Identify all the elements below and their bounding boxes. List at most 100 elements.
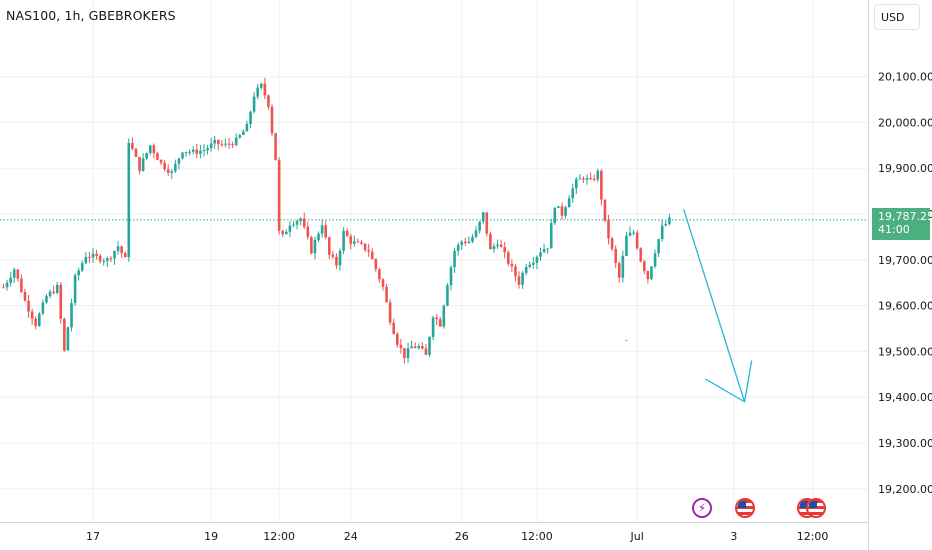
candle-body	[84, 256, 88, 264]
candle-body	[170, 171, 174, 173]
candle-body	[621, 255, 625, 278]
x-tick-label: 3	[730, 530, 737, 543]
candle-body	[345, 230, 349, 237]
candle-body	[610, 238, 614, 249]
y-tick-label: 20,000.00	[878, 116, 932, 129]
candle-body	[664, 223, 668, 226]
candle-body	[249, 111, 252, 125]
candle-body	[557, 206, 560, 208]
candle-body	[492, 246, 496, 250]
candle-body	[431, 317, 435, 338]
candle-body	[600, 170, 603, 200]
candle-body	[363, 243, 367, 250]
candle-body	[156, 153, 159, 160]
candle-body	[449, 267, 453, 286]
us-flag-icon[interactable]	[735, 498, 755, 518]
candle-body	[617, 263, 621, 278]
candle-body	[34, 318, 38, 326]
candle-body	[456, 244, 460, 251]
candle-body	[256, 87, 259, 97]
candle-body	[496, 244, 499, 247]
candle-body	[589, 177, 592, 179]
y-tick-label: 19,900.00	[878, 162, 932, 175]
candle-body	[277, 160, 281, 231]
candle-body	[141, 158, 145, 171]
candle-body	[639, 248, 643, 262]
candle-body	[424, 348, 428, 355]
candle-body	[413, 346, 417, 349]
candle-body	[163, 162, 166, 170]
candle-body	[5, 282, 9, 288]
candle-body	[242, 131, 245, 136]
candle-body	[195, 149, 199, 154]
candle-body	[45, 296, 48, 303]
candle-body	[306, 226, 310, 238]
candle-body	[517, 276, 521, 285]
symbol-title: NAS100, 1h, GBEBROKERS	[6, 8, 176, 23]
x-tick-label: 17	[86, 530, 100, 543]
candle-body	[199, 150, 202, 154]
candle-body	[102, 260, 106, 262]
candle-body	[98, 255, 102, 262]
candle-body	[342, 230, 345, 251]
candle-body	[123, 253, 127, 258]
x-tick-label: 24	[344, 530, 358, 543]
candle-body	[453, 250, 456, 268]
candle-body	[66, 327, 70, 351]
projection-arrowhead	[704, 360, 753, 403]
candle-body	[657, 239, 660, 254]
candle-body	[650, 266, 653, 280]
candle-body	[338, 250, 342, 266]
candle-body	[396, 333, 399, 345]
candle-body	[489, 233, 492, 250]
candle-body	[320, 225, 324, 234]
candle-body	[635, 232, 639, 249]
candle-body	[134, 148, 138, 157]
candle-body	[514, 266, 517, 277]
candle-body	[267, 95, 270, 107]
drawing-dot	[625, 339, 628, 342]
candle-body	[503, 247, 506, 253]
x-tick-label: Jul	[630, 530, 644, 543]
candle-body	[59, 284, 63, 319]
candle-body	[442, 305, 446, 327]
current-price-badge: 19,787.25 41:00	[872, 208, 932, 240]
candle-body	[628, 232, 632, 236]
candle-body	[481, 212, 485, 222]
candle-body	[317, 233, 320, 241]
candle-body	[506, 252, 510, 264]
candles-group	[2, 77, 671, 364]
candle-body	[285, 231, 288, 235]
candle-body	[252, 96, 256, 112]
candle-body	[9, 277, 12, 283]
candle-body	[539, 252, 542, 257]
x-tick-label: 12:00	[521, 530, 553, 543]
candle-body	[263, 83, 267, 96]
candle-body	[91, 253, 95, 258]
candle-body	[349, 236, 353, 244]
candle-body	[510, 263, 514, 267]
candle-body	[191, 149, 195, 152]
candle-body	[274, 133, 277, 161]
candle-body	[177, 158, 181, 164]
candle-body	[585, 177, 589, 180]
x-tick-label: 26	[455, 530, 469, 543]
candle-body	[288, 225, 292, 232]
candle-body	[88, 256, 91, 258]
lightning-icon[interactable]: ⚡	[692, 498, 712, 518]
candle-body	[410, 346, 413, 349]
currency-button[interactable]: USD	[874, 4, 920, 30]
candle-body	[471, 236, 474, 242]
candle-body	[120, 246, 123, 254]
y-tick-label: 19,700.00	[878, 254, 932, 267]
candle-body	[231, 144, 234, 146]
candle-body	[2, 287, 5, 289]
candle-body	[564, 207, 567, 216]
candle-body	[474, 230, 478, 237]
us-flag-icon[interactable]	[806, 498, 826, 518]
candle-body	[485, 212, 489, 234]
candle-body	[224, 143, 227, 145]
candle-body	[406, 348, 410, 359]
candle-body	[417, 345, 421, 349]
